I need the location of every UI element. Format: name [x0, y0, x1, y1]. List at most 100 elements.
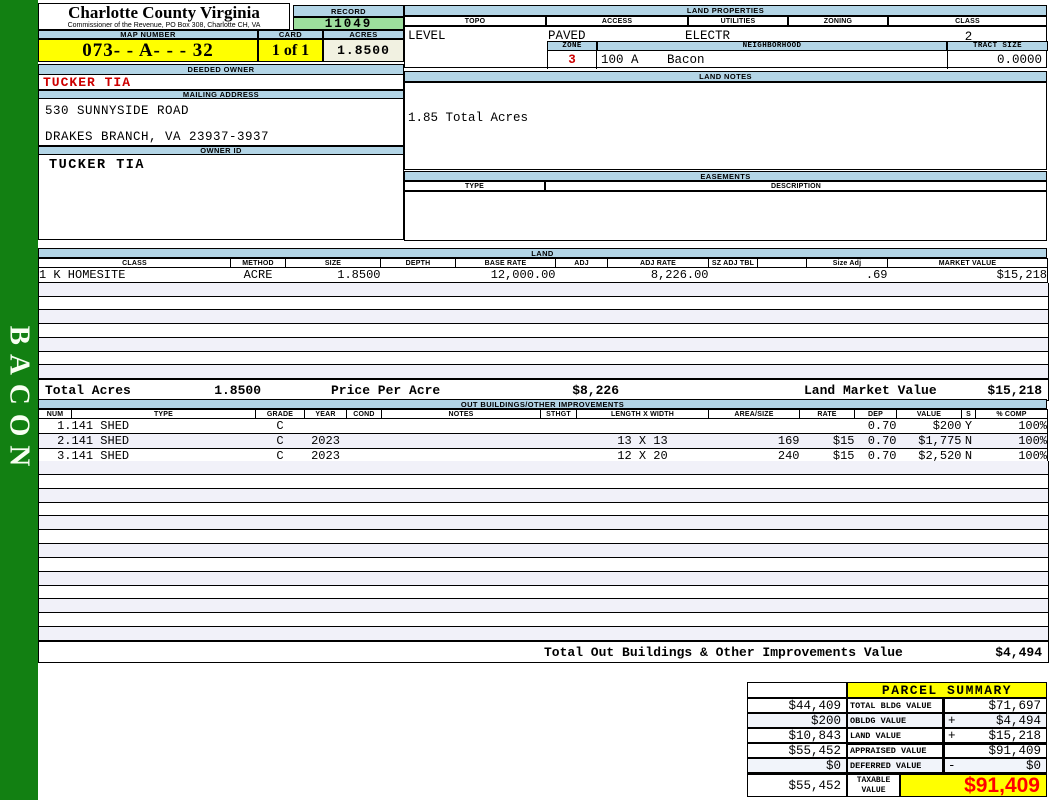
- address-line-2: DRAKES BRANCH, VA 23937-3937: [45, 130, 270, 144]
- empty-row: [39, 461, 1048, 475]
- ps-label-land: LAND VALUE: [847, 728, 943, 743]
- empty-row: [39, 474, 1048, 489]
- empty-row: [39, 516, 1048, 531]
- empty-row: [39, 502, 1048, 517]
- utilities-value: ELECTR: [685, 29, 731, 43]
- land-row-market-value: $15,218: [887, 267, 1048, 283]
- neighborhood-name: Bacon: [667, 53, 705, 67]
- acres-value: 1.8500: [323, 39, 404, 62]
- ob-row-sthgt: [540, 418, 577, 434]
- class-column-label: CLASS: [888, 16, 1047, 26]
- owner-id-value: TUCKER TIA: [49, 158, 146, 173]
- easement-type-column-label: TYPE: [404, 181, 545, 191]
- ob-col-type: TYPE: [71, 409, 256, 419]
- land-col-blank: [757, 258, 807, 268]
- sidebar: BACON: [0, 0, 38, 800]
- land-row-method: ACRE: [230, 267, 286, 283]
- ps-prior-deferred: $0: [747, 758, 847, 773]
- easement-description-column-label: DESCRIPTION: [545, 181, 1047, 191]
- land-properties-values: LEVEL PAVED ELECTR 2 ZONE NEIGHBORHOOD T…: [404, 26, 1048, 69]
- card-value: 1 of 1: [258, 39, 323, 62]
- ob-col-rate: RATE: [799, 409, 855, 419]
- access-value: PAVED: [548, 29, 586, 43]
- empty-row: [39, 599, 1048, 614]
- ob-row-year: 2023: [304, 448, 347, 464]
- land-col-size-adj: Size Adj: [806, 258, 888, 268]
- out-buildings-table: NUM TYPE GRADE YEAR COND NOTES STHGT LEN…: [38, 409, 1048, 464]
- empty-row: [39, 296, 1048, 311]
- ps-value-land: + $15,218: [943, 728, 1047, 743]
- ob-row-area-size: 169: [708, 433, 800, 449]
- land-col-method: METHOD: [230, 258, 286, 268]
- zoning-column-label: ZONING: [788, 16, 888, 26]
- ob-row-s: Y: [961, 418, 976, 434]
- utilities-column-label: UTILITIES: [688, 16, 788, 26]
- ob-row-length-width: 13 X 13: [576, 433, 709, 449]
- ob-row-num: 1.: [38, 418, 72, 434]
- ob-col-value: VALUE: [896, 409, 962, 419]
- land-col-sz-adj-tbl: SZ ADJ TBL: [708, 258, 758, 268]
- ps-value-appraised: $91,409: [943, 743, 1047, 758]
- ob-col-s: S: [961, 409, 976, 419]
- ps-header-spacer: [747, 682, 847, 698]
- ob-col-comp: % COMP: [975, 409, 1048, 419]
- tract-size-value: 0.0000: [947, 51, 1048, 69]
- out-buildings-section-label: OUT BUILDINGS/OTHER IMPROVEMENTS: [38, 399, 1047, 409]
- sidebar-district-label: BACON: [3, 325, 36, 475]
- ob-row-rate: [799, 418, 855, 434]
- class-value: 2: [964, 30, 973, 44]
- land-col-adj-rate: ADJ RATE: [607, 258, 709, 268]
- ps-value-taxable: $91,409: [900, 773, 1047, 797]
- land-notes-box: 1.85 Total Acres: [404, 82, 1047, 170]
- ob-row-notes: [381, 433, 541, 449]
- owner-id-label: OWNER ID: [38, 146, 404, 155]
- land-row-size: 1.8500: [285, 267, 381, 283]
- ob-row-comp: 100%: [975, 433, 1048, 449]
- deeded-owner-value: TUCKER TIA: [43, 74, 132, 90]
- mailing-address-box: 530 SUNNYSIDE ROAD DRAKES BRANCH, VA 239…: [38, 99, 404, 146]
- land-table: CLASS METHOD SIZE DEPTH BASE RATE ADJ AD…: [38, 258, 1048, 283]
- empty-row: [39, 530, 1048, 545]
- empty-row: [39, 557, 1048, 572]
- ob-row-length-width: [576, 418, 709, 434]
- easements-section-label: EASEMENTS: [404, 171, 1047, 181]
- empty-row: [39, 544, 1048, 558]
- ps-prior-total-bldg: $44,409: [747, 698, 847, 713]
- price-per-acre-value: $8,226: [572, 383, 619, 398]
- ob-row-year: [304, 418, 347, 434]
- out-buildings-total-label: Total Out Buildings & Other Improvements…: [544, 645, 903, 660]
- land-notes-section-label: LAND NOTES: [404, 71, 1047, 82]
- out-buildings-total-row: Total Out Buildings & Other Improvements…: [38, 641, 1049, 663]
- land-col-class: CLASS: [38, 258, 231, 268]
- ob-col-sthgt: STHGT: [540, 409, 577, 419]
- land-table-header: CLASS METHOD SIZE DEPTH BASE RATE ADJ AD…: [38, 258, 1048, 268]
- ob-row-notes: [381, 418, 541, 434]
- ob-col-year: YEAR: [304, 409, 347, 419]
- land-row-size-adj: .69: [806, 267, 888, 283]
- ps-prior-obldg: $200: [747, 713, 847, 728]
- land-col-depth: DEPTH: [380, 258, 456, 268]
- ob-row-dep: 0.70: [854, 448, 897, 464]
- land-totals-row: Total Acres 1.8500 Price Per Acre $8,226…: [38, 379, 1049, 401]
- access-column-label: ACCESS: [546, 16, 688, 26]
- acres-label: ACRES: [323, 30, 404, 39]
- total-acres-label: Total Acres: [45, 383, 131, 398]
- empty-row: [39, 324, 1048, 338]
- ps-label-deferred: DEFERRED VALUE: [847, 758, 943, 773]
- ob-col-num: NUM: [38, 409, 72, 419]
- empty-row: [39, 283, 1048, 297]
- map-number-value: 073- - A- - - 32: [38, 39, 258, 62]
- empty-row: [39, 337, 1048, 352]
- ps-value: $91,409: [988, 744, 1041, 758]
- land-properties-section-label: LAND PROPERTIES: [404, 5, 1047, 16]
- ps-sign: +: [948, 728, 956, 743]
- card-label: CARD: [258, 30, 323, 39]
- header-panel: Charlotte County Virginia Commissioner o…: [38, 0, 404, 248]
- ob-row-comp: 100%: [975, 418, 1048, 434]
- topo-value: LEVEL: [408, 29, 446, 43]
- ps-value: $71,697: [988, 698, 1041, 713]
- neighborhood-label: NEIGHBORHOOD: [597, 41, 947, 51]
- ob-row-dep: 0.70: [854, 418, 897, 434]
- land-row-blank: [757, 267, 807, 283]
- land-section-label: LAND: [38, 248, 1047, 258]
